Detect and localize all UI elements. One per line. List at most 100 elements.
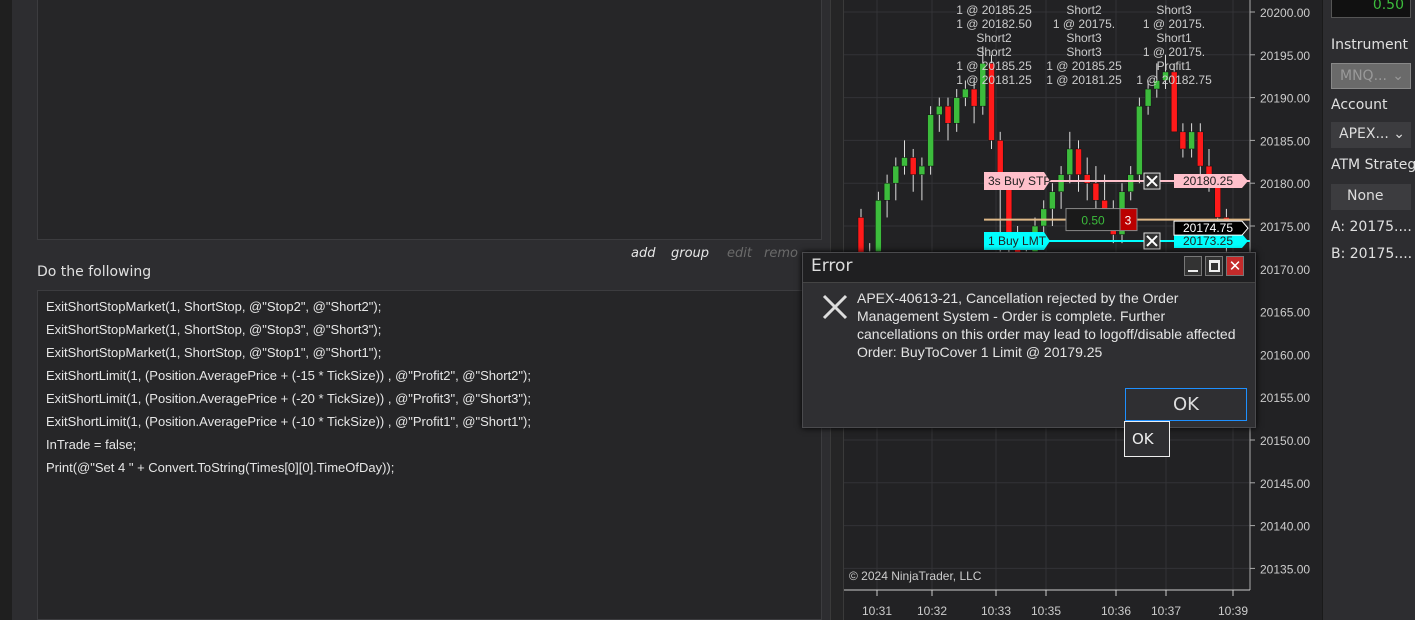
candle-body <box>1188 131 1195 150</box>
chevron-down-icon: ⌄ <box>1392 68 1404 84</box>
code-line[interactable]: ExitShortLimit(1, (Position.AveragePrice… <box>46 391 531 406</box>
code-line[interactable]: ExitShortLimit(1, (Position.AveragePrice… <box>46 368 531 383</box>
instrument-select[interactable]: MNQ... ⌄ <box>1331 63 1411 89</box>
code-line[interactable]: ExitShortStopMarket(1, ShortStop, @"Stop… <box>46 345 382 360</box>
candle-body <box>970 88 978 107</box>
code-line[interactable]: Print(@"Set 4 " + Convert.ToString(Times… <box>46 460 395 475</box>
y-tick-label: 20190.00 <box>1260 92 1310 106</box>
y-tick-label: 20150.00 <box>1260 434 1310 448</box>
execution-label: Short3 <box>1066 31 1102 45</box>
x-tick-label: 10:33 <box>981 604 1011 618</box>
y-tick-label: 20195.00 <box>1260 49 1310 63</box>
x-tick-label: 10:36 <box>1101 604 1131 618</box>
candle-body <box>962 88 969 98</box>
execution-label: Short3 <box>1156 3 1192 17</box>
add-link[interactable]: add <box>631 246 656 261</box>
x-tick-label: 10:37 <box>1151 604 1181 618</box>
price-tag-label: 20173.25 <box>1183 234 1233 248</box>
account-value: APEX... <box>1339 126 1389 142</box>
candle-body <box>936 105 943 115</box>
execution-label: Short2 <box>1066 3 1102 17</box>
execution-label: Short2 <box>976 45 1012 59</box>
order-tag-label: 3s Buy STP <box>988 174 1051 188</box>
candle-body <box>918 165 926 175</box>
execution-label: Short2 <box>976 31 1012 45</box>
candle-body <box>1179 131 1187 150</box>
candle-body <box>1153 80 1161 90</box>
execution-label: 1 @ 20181.25 <box>1046 73 1122 87</box>
bid-price: B: 20175.... <box>1331 246 1413 262</box>
candle-body <box>944 105 952 124</box>
candle-body <box>988 63 995 141</box>
y-tick-label: 20180.00 <box>1260 177 1310 191</box>
candle-body <box>1127 174 1134 193</box>
y-tick-label: 20145.00 <box>1260 477 1310 491</box>
candle-body <box>979 63 987 107</box>
position-pnl: 0.50 <box>1081 214 1105 228</box>
x-tick-label: 10:32 <box>917 604 947 618</box>
code-line[interactable]: InTrade = false; <box>46 437 137 452</box>
chart-trader-panel: 0.50 Instrument MNQ... ⌄ Account APEX... ⌄… <box>1322 0 1415 620</box>
execution-label: 1 @ 20182.50 <box>956 17 1032 31</box>
y-tick-label: 20175.00 <box>1260 220 1310 234</box>
candle-body <box>1197 131 1204 167</box>
ok-tooltip: OK <box>1124 421 1170 457</box>
y-tick-label: 20200.00 <box>1260 6 1310 20</box>
candle-body <box>1075 148 1082 175</box>
candle-body <box>1092 182 1100 201</box>
order-tag <box>984 231 1050 250</box>
pnl-display: 0.50 <box>1331 0 1411 18</box>
y-tick-label: 20170.00 <box>1260 263 1310 277</box>
order-tag-label: 1 Buy LMT <box>988 234 1047 248</box>
y-tick-label: 20135.00 <box>1260 562 1310 576</box>
chevron-down-icon: ⌄ <box>1393 126 1405 142</box>
candle-body <box>1162 71 1169 81</box>
last-price-label: 20174.75 <box>1183 221 1233 235</box>
candle-body <box>1040 208 1047 227</box>
code-line[interactable]: ExitShortStopMarket(1, ShortStop, @"Stop… <box>46 299 382 314</box>
price-tag-label: 20180.25 <box>1183 174 1233 188</box>
candle-body <box>927 114 934 167</box>
close-button[interactable]: ✕ <box>1226 256 1244 276</box>
close-icon <box>1146 235 1158 247</box>
close-icon <box>1146 175 1158 187</box>
execution-label: 1 @ 20175. <box>1053 17 1115 31</box>
conditions-box[interactable] <box>37 0 822 240</box>
left-edge <box>0 0 12 620</box>
candle-body <box>1136 105 1143 175</box>
candle-body <box>1083 174 1091 184</box>
position-qty: 3 <box>1125 214 1132 228</box>
execution-label: 1 @ 20175. <box>1143 17 1205 31</box>
execution-label: 1 @ 20175. <box>1143 45 1205 59</box>
code-line[interactable]: ExitShortLimit(1, (Position.AveragePrice… <box>46 414 531 429</box>
execution-label: 1 @ 20185.25 <box>1046 59 1122 73</box>
x-tick-label: 10:31 <box>862 604 892 618</box>
minimize-icon <box>1188 270 1198 272</box>
last-price-tag <box>1173 220 1249 236</box>
x-tick-label: 10:39 <box>1218 604 1248 618</box>
candle-body <box>1057 174 1065 193</box>
price-tag <box>1174 174 1248 189</box>
maximize-button[interactable] <box>1205 256 1223 276</box>
atm-select[interactable]: None <box>1331 184 1411 210</box>
instrument-label: Instrument <box>1331 37 1409 53</box>
x-tick-label: 10:35 <box>1031 604 1061 618</box>
actions-code-box[interactable]: ExitShortStopMarket(1, ShortStop, @"Stop… <box>37 290 822 620</box>
remove-link: remo <box>764 246 798 261</box>
execution-label: Short3 <box>1066 45 1102 59</box>
section-label: Do the following <box>37 264 152 280</box>
y-tick-label: 20185.00 <box>1260 134 1310 148</box>
group-link[interactable]: group <box>671 246 710 261</box>
candle-body <box>892 165 900 184</box>
dialog-title: Error <box>811 256 853 276</box>
candle-body <box>1005 182 1013 235</box>
account-select[interactable]: APEX... ⌄ <box>1331 122 1411 148</box>
account-label: Account <box>1331 97 1388 113</box>
candle-body <box>909 157 917 175</box>
copyright-text: © 2024 NinjaTrader, LLC <box>849 569 982 583</box>
dialog-titlebar[interactable]: Error ✕ <box>803 253 1255 283</box>
execution-label: Short1 <box>1156 31 1192 45</box>
ok-button[interactable]: OK <box>1125 388 1247 421</box>
minimize-button[interactable] <box>1184 256 1202 276</box>
code-line[interactable]: ExitShortStopMarket(1, ShortStop, @"Stop… <box>46 322 382 337</box>
